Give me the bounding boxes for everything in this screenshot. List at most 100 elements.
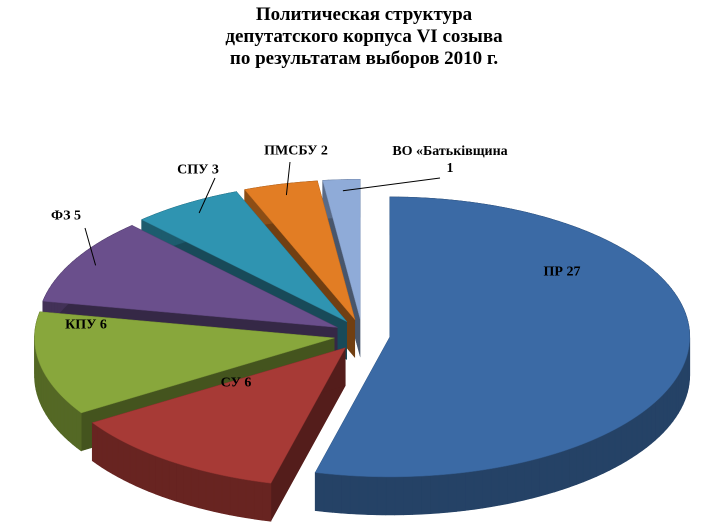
slice-rim xyxy=(675,373,679,418)
slice-rim xyxy=(67,401,73,445)
slice-rim xyxy=(655,397,660,441)
slice-rim xyxy=(582,440,591,483)
slice-rim xyxy=(631,415,638,459)
slice-rim xyxy=(608,428,616,471)
slice-rim xyxy=(376,476,387,516)
slice-rim xyxy=(183,465,192,507)
slice-rim xyxy=(45,374,49,419)
slice-rim xyxy=(456,472,466,512)
slice-rim xyxy=(596,435,604,477)
slice-rim xyxy=(602,431,610,474)
slice-top xyxy=(34,311,335,414)
slice-rim xyxy=(546,453,555,495)
data-label: КПУ 6 xyxy=(65,317,107,333)
slice-rim xyxy=(576,443,584,486)
slice-rim xyxy=(636,412,643,455)
slice-rim xyxy=(659,393,664,437)
slice-rim xyxy=(205,471,215,512)
slice-rim xyxy=(323,473,333,513)
slice-rim xyxy=(358,475,369,515)
slice-rim xyxy=(421,475,431,515)
slice-rim xyxy=(47,378,52,423)
slice-rim xyxy=(589,437,597,480)
slice-rim xyxy=(63,398,69,442)
slice-rim xyxy=(129,444,137,487)
slice-rim xyxy=(117,438,125,481)
slice xyxy=(91,347,347,522)
slice-rim xyxy=(60,394,65,438)
slice-rim xyxy=(148,452,156,495)
slice-rim xyxy=(650,401,656,445)
slice-rim xyxy=(394,476,404,516)
slice-rim xyxy=(507,463,517,505)
slice-rim xyxy=(253,480,263,521)
leader-line xyxy=(198,177,216,214)
slice-rim xyxy=(190,467,199,509)
slice xyxy=(314,196,691,516)
slice-rim xyxy=(561,448,570,490)
slice-rim xyxy=(646,405,652,448)
slice-rim xyxy=(221,474,231,516)
slice-top xyxy=(42,225,338,328)
slice-rim xyxy=(403,476,413,516)
slice-rim xyxy=(385,476,396,516)
slice-rim xyxy=(106,432,113,475)
slice-top xyxy=(244,180,356,320)
chart-title: Политическая структура депутатского корп… xyxy=(225,4,503,69)
slice-rim xyxy=(666,385,671,430)
slice-rim xyxy=(672,377,677,422)
slice-rim xyxy=(262,481,272,522)
slice-rim xyxy=(482,468,492,509)
slice-rim xyxy=(498,465,508,506)
leader-line xyxy=(285,161,291,196)
slice-rim xyxy=(678,369,682,415)
slice-rim xyxy=(41,368,44,411)
leader-line xyxy=(84,227,97,266)
leader-line xyxy=(342,177,441,192)
slice-rim xyxy=(198,469,207,511)
slice-rim xyxy=(531,457,540,499)
slice-rim xyxy=(161,458,170,500)
slice-rim xyxy=(176,462,184,504)
slice-rim xyxy=(142,450,150,492)
slice-rim xyxy=(430,474,440,515)
slice-top xyxy=(314,196,691,478)
slice-top xyxy=(141,191,348,322)
slice-rim xyxy=(53,386,58,431)
slice-rim xyxy=(680,366,684,410)
slice-rim xyxy=(473,469,483,510)
slice-rim xyxy=(50,382,55,427)
slice-rim xyxy=(539,455,548,497)
slice-rim xyxy=(123,441,131,484)
slice-rim xyxy=(465,471,475,511)
data-label: ВО «Батьківщина 1 xyxy=(392,144,508,176)
slice-rim xyxy=(43,370,47,416)
slice-rim xyxy=(349,475,360,515)
slice-rim xyxy=(669,381,674,426)
slice-rim xyxy=(237,477,247,519)
data-label: СУ 6 xyxy=(220,375,252,391)
slice-rim xyxy=(569,446,577,488)
slice-rim xyxy=(515,461,525,503)
slice-rim xyxy=(332,474,342,514)
slice-rim xyxy=(663,389,668,434)
slice-rim xyxy=(367,476,378,516)
slice-rim xyxy=(447,473,457,513)
data-label: ПР 27 xyxy=(543,264,581,280)
slice-rim xyxy=(490,466,500,508)
slice-rim xyxy=(341,474,351,515)
slice-rim xyxy=(168,460,177,502)
slice-rim xyxy=(412,475,422,515)
slice-rim xyxy=(620,422,627,465)
slice-rim xyxy=(72,405,77,449)
data-label: ПМСБУ 2 xyxy=(264,143,328,159)
slice-rim xyxy=(554,451,563,493)
data-label: СПУ 3 xyxy=(177,162,219,178)
slice-rim xyxy=(155,455,163,497)
slice-rim xyxy=(135,447,143,490)
slice-rim xyxy=(626,419,633,462)
slice-rim xyxy=(614,425,622,468)
slice-top xyxy=(91,347,347,484)
slice-rim xyxy=(101,428,108,472)
